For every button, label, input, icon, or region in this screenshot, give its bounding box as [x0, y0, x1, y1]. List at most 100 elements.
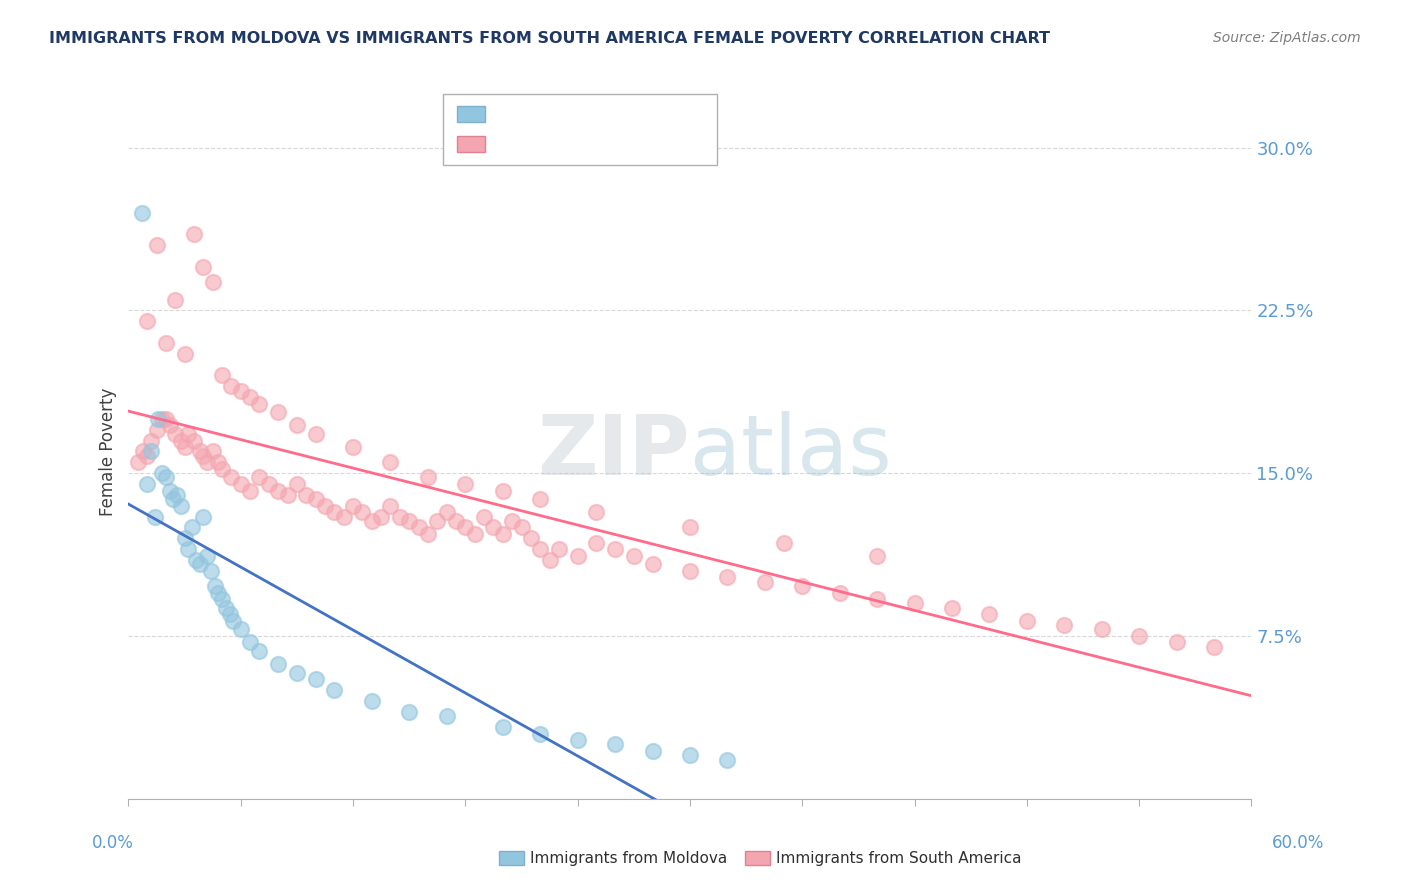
- Point: [754, 574, 776, 589]
- Point: [139, 444, 162, 458]
- Point: [215, 600, 238, 615]
- Point: [221, 470, 243, 484]
- Point: [285, 477, 308, 491]
- Text: Immigrants from Moldova: Immigrants from Moldova: [530, 851, 727, 865]
- Point: [567, 733, 589, 747]
- Point: [211, 462, 233, 476]
- Point: [679, 520, 702, 534]
- Point: [211, 592, 233, 607]
- Point: [249, 644, 271, 658]
- Point: [304, 492, 326, 507]
- Point: [454, 477, 477, 491]
- Point: [304, 427, 326, 442]
- Point: [165, 293, 187, 307]
- Point: [1202, 640, 1225, 654]
- Point: [195, 455, 218, 469]
- Point: [603, 542, 626, 557]
- Point: [136, 314, 159, 328]
- Point: [239, 635, 262, 649]
- Point: [221, 379, 243, 393]
- Point: [173, 531, 195, 545]
- Point: [177, 427, 200, 442]
- Point: [193, 260, 215, 274]
- Point: [342, 440, 364, 454]
- Point: [195, 549, 218, 563]
- Point: [132, 444, 155, 458]
- Text: atlas: atlas: [690, 411, 891, 492]
- Point: [866, 549, 889, 563]
- Point: [285, 418, 308, 433]
- Point: [436, 505, 458, 519]
- Point: [426, 514, 449, 528]
- Point: [360, 694, 382, 708]
- Point: [181, 520, 204, 534]
- Point: [145, 238, 167, 252]
- Text: 60.0%: 60.0%: [1272, 834, 1324, 852]
- Point: [679, 748, 702, 763]
- Point: [492, 720, 515, 734]
- Point: [188, 444, 211, 458]
- Point: [380, 499, 402, 513]
- Point: [464, 527, 486, 541]
- Point: [1091, 623, 1114, 637]
- Point: [277, 488, 299, 502]
- Point: [139, 434, 162, 448]
- Y-axis label: Female Poverty: Female Poverty: [100, 387, 117, 516]
- Point: [136, 477, 159, 491]
- Point: [716, 753, 738, 767]
- Point: [314, 499, 336, 513]
- Point: [267, 405, 290, 419]
- Point: [229, 477, 252, 491]
- Point: [239, 390, 262, 404]
- Point: [454, 520, 477, 534]
- Point: [352, 505, 374, 519]
- Point: [408, 520, 430, 534]
- Point: [398, 705, 420, 719]
- Point: [641, 558, 664, 572]
- Point: [585, 535, 607, 549]
- Point: [145, 423, 167, 437]
- Point: [201, 444, 224, 458]
- Point: [482, 520, 505, 534]
- Point: [567, 549, 589, 563]
- Text: N =: N =: [586, 134, 623, 152]
- Point: [183, 434, 205, 448]
- Point: [388, 509, 411, 524]
- Point: [207, 455, 229, 469]
- Point: [222, 614, 245, 628]
- Point: [211, 368, 233, 383]
- Point: [200, 564, 222, 578]
- Point: [641, 744, 664, 758]
- Point: [941, 600, 963, 615]
- Point: [342, 499, 364, 513]
- Point: [267, 483, 290, 498]
- Point: [444, 514, 467, 528]
- Point: [267, 657, 290, 672]
- Text: 42: 42: [623, 104, 647, 122]
- Point: [184, 553, 207, 567]
- Point: [866, 592, 889, 607]
- Point: [492, 527, 515, 541]
- Point: [150, 412, 173, 426]
- Point: [170, 434, 193, 448]
- Point: [510, 520, 533, 534]
- Point: [159, 418, 181, 433]
- Point: [792, 579, 814, 593]
- Text: N =: N =: [586, 104, 623, 122]
- Point: [127, 455, 149, 469]
- Text: 0.146: 0.146: [533, 104, 585, 122]
- Point: [229, 384, 252, 398]
- Point: [173, 440, 195, 454]
- Point: [979, 607, 1001, 622]
- Point: [529, 542, 551, 557]
- Point: [155, 470, 177, 484]
- Point: [155, 412, 177, 426]
- Point: [1166, 635, 1188, 649]
- Point: [193, 509, 215, 524]
- Text: 0.0%: 0.0%: [91, 834, 134, 852]
- Point: [1128, 629, 1150, 643]
- Text: IMMIGRANTS FROM MOLDOVA VS IMMIGRANTS FROM SOUTH AMERICA FEMALE POVERTY CORRELAT: IMMIGRANTS FROM MOLDOVA VS IMMIGRANTS FR…: [49, 31, 1050, 46]
- Point: [416, 527, 439, 541]
- Text: Source: ZipAtlas.com: Source: ZipAtlas.com: [1213, 31, 1361, 45]
- Point: [548, 542, 571, 557]
